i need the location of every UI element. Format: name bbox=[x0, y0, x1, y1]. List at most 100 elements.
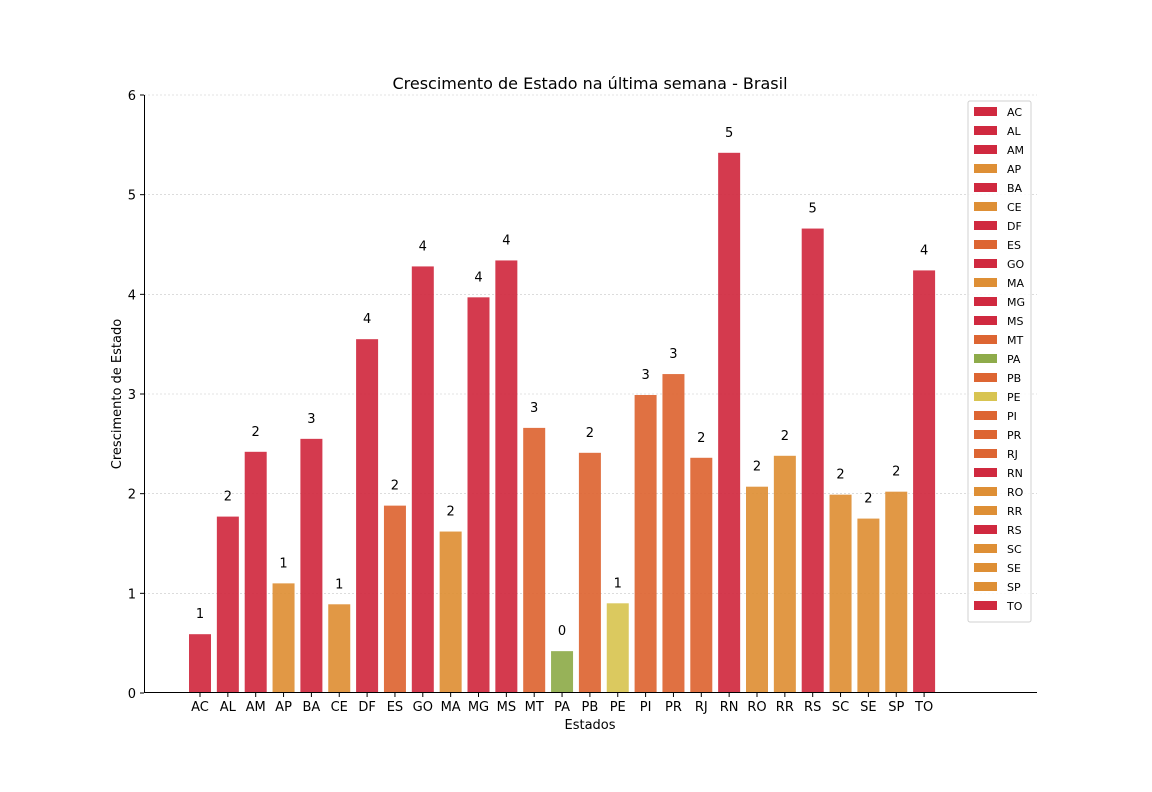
legend-swatch-sp bbox=[974, 582, 997, 591]
y-tick-label: 2 bbox=[128, 488, 136, 503]
y-tick-label: 4 bbox=[128, 288, 136, 303]
legend-label-to: TO bbox=[1006, 600, 1023, 613]
bar-label-ce: 1 bbox=[335, 577, 343, 592]
x-tick-label-go: GO bbox=[413, 700, 433, 715]
legend-swatch-ma bbox=[974, 278, 997, 287]
legend-swatch-ms bbox=[974, 316, 997, 325]
legend-label-rr: RR bbox=[1007, 505, 1023, 518]
bar-label-sp: 2 bbox=[892, 465, 900, 480]
x-tick-label-sp: SP bbox=[888, 700, 904, 715]
x-tick-label-ce: CE bbox=[331, 700, 348, 715]
x-tick-label-to: TO bbox=[914, 700, 933, 715]
bar-label-pa: 0 bbox=[558, 624, 566, 639]
bar-sc bbox=[829, 494, 852, 693]
x-tick-label-al: AL bbox=[220, 700, 237, 715]
bar-go bbox=[411, 266, 434, 693]
legend-label-pr: PR bbox=[1007, 429, 1022, 442]
x-tick-label-ba: BA bbox=[302, 700, 320, 715]
legend-label-pb: PB bbox=[1007, 372, 1021, 385]
bar-ce bbox=[328, 604, 351, 693]
legend-swatch-pa bbox=[974, 354, 997, 363]
bar-pi bbox=[634, 394, 657, 693]
bar-rr bbox=[773, 455, 796, 693]
x-tick-label-ac: AC bbox=[191, 700, 209, 715]
bar-rn bbox=[718, 152, 741, 694]
x-tick-label-pb: PB bbox=[582, 700, 599, 715]
x-tick-label-pi: PI bbox=[640, 700, 652, 715]
bar-pr bbox=[662, 374, 685, 693]
bars bbox=[189, 152, 936, 694]
bar-label-al: 2 bbox=[224, 490, 232, 505]
bar-label-sc: 2 bbox=[836, 468, 844, 483]
legend-label-es: ES bbox=[1007, 239, 1021, 252]
bar-label-rs: 5 bbox=[809, 202, 817, 217]
legend-label-al: AL bbox=[1007, 125, 1022, 138]
legend-swatch-rs bbox=[974, 525, 997, 534]
bar-label-am: 2 bbox=[252, 425, 260, 440]
x-tick-label-pa: PA bbox=[554, 700, 570, 715]
x-tick-label-am: AM bbox=[246, 700, 266, 715]
legend-label-ac: AC bbox=[1007, 106, 1022, 119]
legend-label-ba: BA bbox=[1007, 182, 1023, 195]
legend-swatch-pb bbox=[974, 373, 997, 382]
x-axis-label: Estados bbox=[564, 718, 615, 733]
bar-pa bbox=[551, 651, 574, 693]
bar-sp bbox=[885, 491, 908, 693]
legend-swatch-pi bbox=[974, 411, 997, 420]
x-tick-label-pe: PE bbox=[610, 700, 626, 715]
x-tick-label-se: SE bbox=[860, 700, 876, 715]
bar-label-ro: 2 bbox=[753, 460, 761, 475]
legend-swatch-ap bbox=[974, 164, 997, 173]
legend-swatch-ac bbox=[974, 107, 997, 116]
y-tick-label: 1 bbox=[128, 587, 136, 602]
bar-label-mg: 4 bbox=[474, 270, 482, 285]
bar-mt bbox=[523, 427, 546, 693]
bar-label-to: 4 bbox=[920, 243, 928, 258]
x-tick-label-rn: RN bbox=[720, 700, 739, 715]
legend-swatch-se bbox=[974, 563, 997, 572]
legend-swatch-am bbox=[974, 145, 997, 154]
bar-mg bbox=[467, 297, 490, 693]
legend-label-rs: RS bbox=[1007, 524, 1022, 537]
x-tick-label-df: DF bbox=[358, 700, 376, 715]
legend-label-pa: PA bbox=[1007, 353, 1021, 366]
bar-se bbox=[857, 518, 880, 693]
y-ticks: 0 1 2 3 4 5 6 bbox=[128, 89, 144, 702]
legend-swatch-pe bbox=[974, 392, 997, 401]
legend-label-sc: SC bbox=[1007, 543, 1022, 556]
legend-label-ro: RO bbox=[1007, 486, 1024, 499]
legend-swatch-es bbox=[974, 240, 997, 249]
x-tick-label-ms: MS bbox=[497, 700, 516, 715]
bar-label-rr: 2 bbox=[781, 429, 789, 444]
bar-label-ap: 1 bbox=[279, 556, 287, 571]
legend-swatch-go bbox=[974, 259, 997, 268]
legend-label-pi: PI bbox=[1007, 410, 1017, 423]
bar-rs bbox=[801, 228, 824, 693]
legend-label-ma: MA bbox=[1007, 277, 1024, 290]
bar-data-labels: 1 2 2 1 3 1 4 2 4 2 4 4 3 0 2 1 3 3 2 5 2 2 5 2 2 2 4 bbox=[196, 126, 928, 639]
x-ticks: AC AL AM AP BA CE DF ES GO MA MG MS MT PA PB PE PI PR RJ RN… bbox=[191, 693, 933, 715]
x-tick-label-mg: MG bbox=[468, 700, 489, 715]
legend-swatch-ro bbox=[974, 487, 997, 496]
legend-label-se: SE bbox=[1007, 562, 1021, 575]
y-axis-label: Crescimento de Estado bbox=[110, 319, 125, 469]
legend-label-am: AM bbox=[1007, 144, 1024, 157]
bar-label-rj: 2 bbox=[697, 431, 705, 446]
legend-label-mt: MT bbox=[1007, 334, 1023, 347]
legend-swatch-mg bbox=[974, 297, 997, 306]
chart-title: Crescimento de Estado na última semana -… bbox=[392, 74, 787, 93]
bar-ac bbox=[189, 634, 211, 693]
y-tick-label: 3 bbox=[128, 388, 136, 403]
bar-pb bbox=[578, 452, 601, 693]
x-tick-label-rr: RR bbox=[776, 700, 794, 715]
x-tick-label-sc: SC bbox=[832, 700, 849, 715]
legend-swatch-to bbox=[974, 601, 997, 610]
bar-label-df: 4 bbox=[363, 312, 371, 327]
bar-am bbox=[244, 451, 267, 693]
bar-pe bbox=[606, 603, 629, 693]
bar-al bbox=[216, 516, 239, 693]
y-tick-label: 6 bbox=[128, 89, 136, 104]
y-tick-label: 0 bbox=[128, 687, 136, 702]
legend-swatch-pr bbox=[974, 430, 997, 439]
bar-label-pb: 2 bbox=[586, 426, 594, 441]
